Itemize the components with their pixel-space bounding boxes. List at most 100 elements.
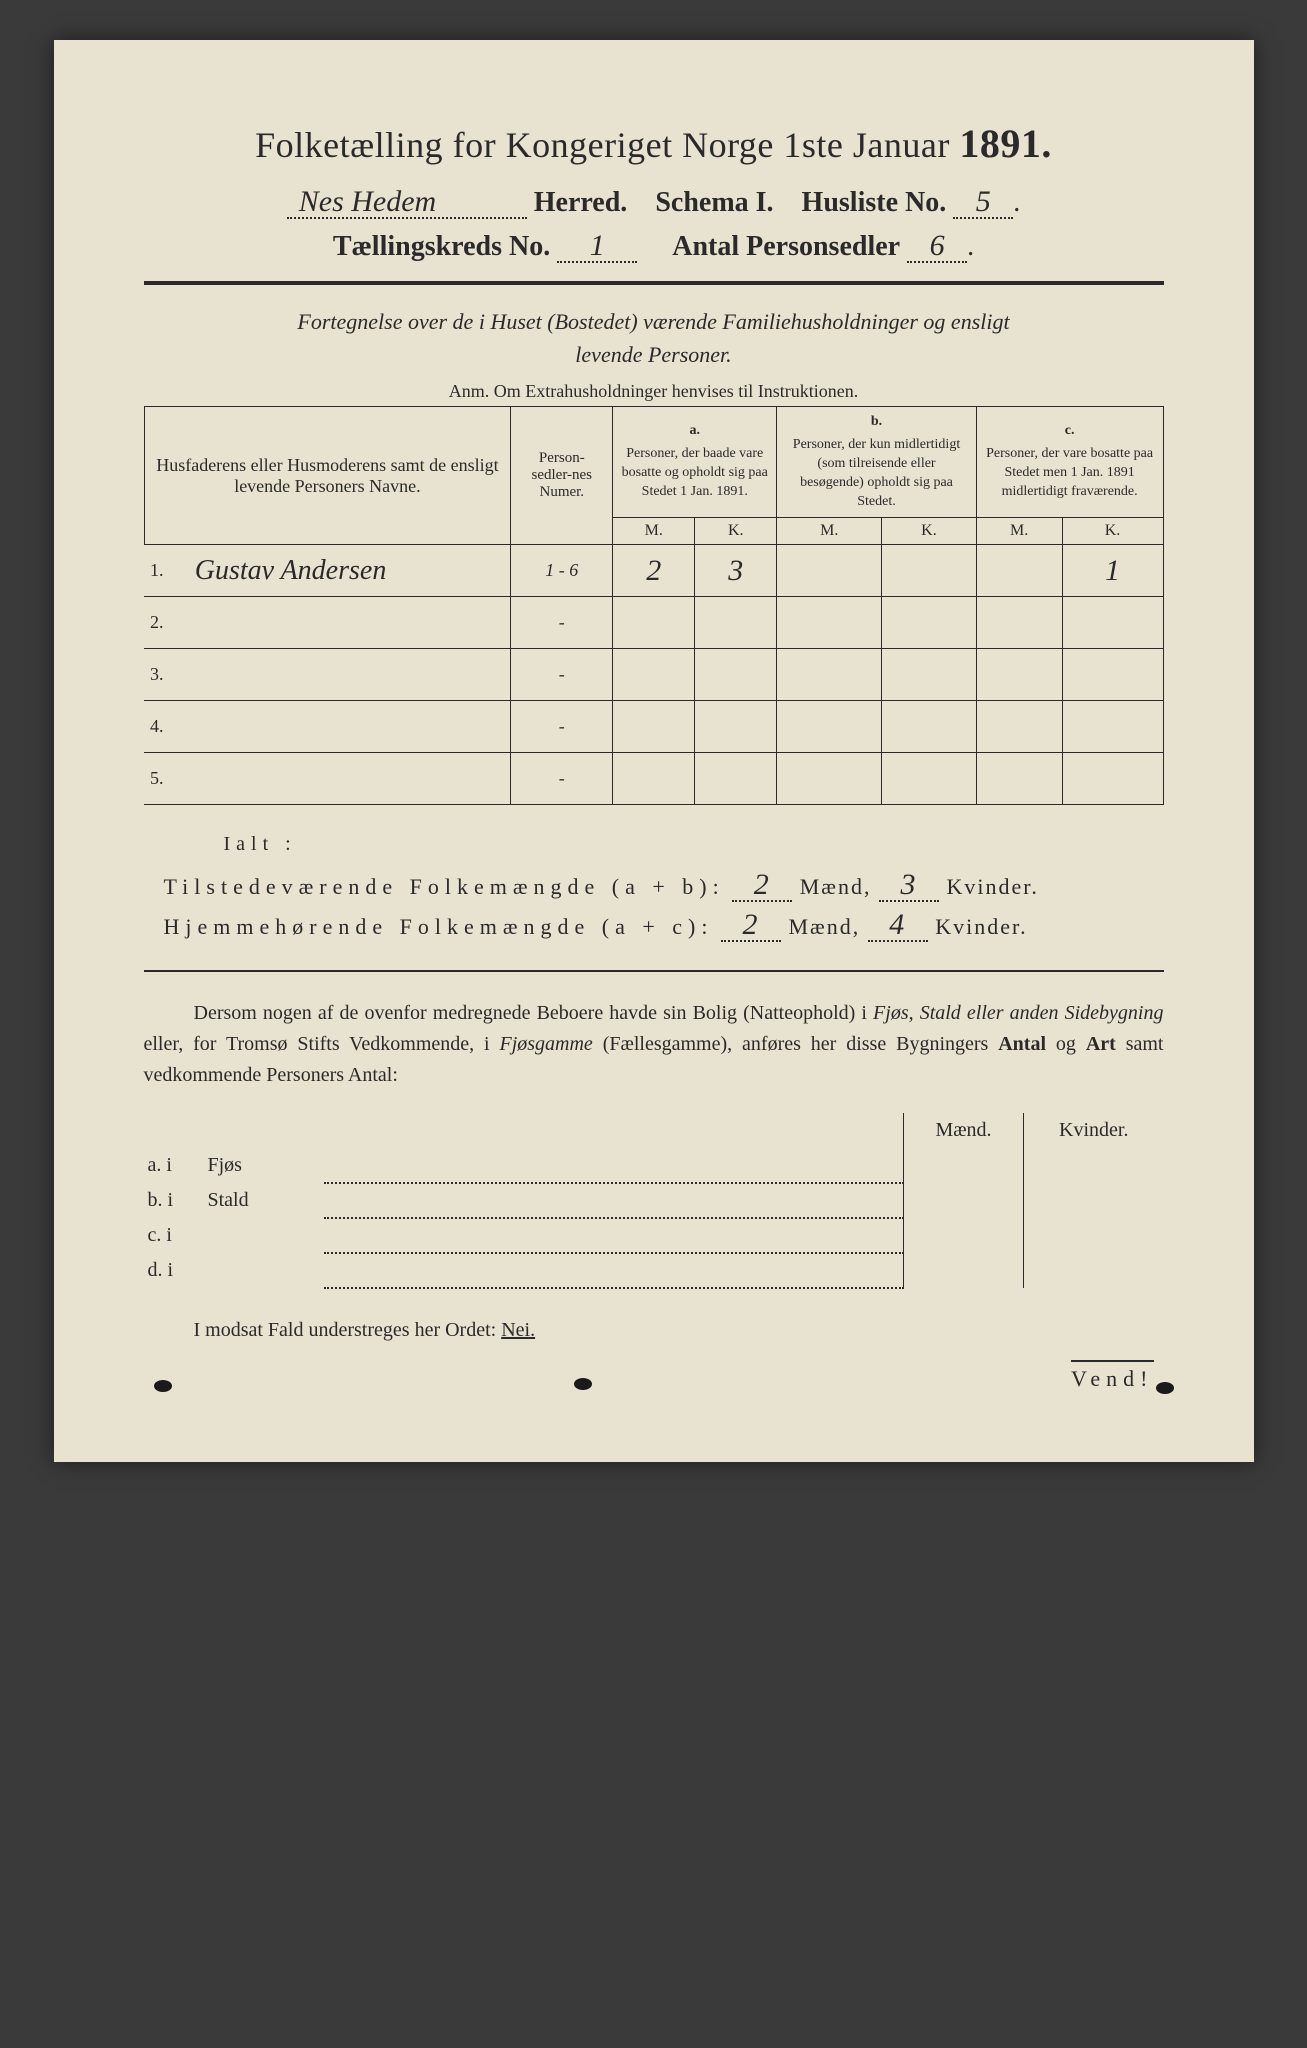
bldg-k [1024, 1253, 1164, 1288]
totals-r1-k: 3 [879, 870, 939, 902]
kvinder-label: Kvinder. [946, 874, 1038, 899]
person-name [185, 701, 511, 753]
c-k [1062, 701, 1163, 753]
bldg-m [904, 1218, 1024, 1253]
census-form-page: Folketælling for Kongeriget Norge 1ste J… [54, 40, 1254, 1462]
col-b-m: M. [777, 518, 882, 545]
dotted-line [324, 1253, 904, 1288]
totals-r2-k: 4 [868, 910, 928, 942]
bldg-kvinder-hdr: Kvinder. [1024, 1113, 1164, 1148]
table-row: 1.Gustav Andersen1 - 6231 [144, 545, 1163, 597]
bldg-label: c. i [144, 1218, 204, 1253]
a-k [695, 597, 777, 649]
a-k: 3 [695, 545, 777, 597]
bldg-kind: Stald [204, 1183, 324, 1218]
row-number: 4. [144, 701, 185, 753]
intro-text: Fortegnelse over de i Huset (Bostedet) v… [144, 305, 1164, 371]
table-row: 4.- [144, 701, 1163, 753]
c-m [976, 597, 1062, 649]
husliste-label: Husliste No. [802, 187, 947, 218]
a-m [613, 597, 695, 649]
header-line-3: Tællingskreds No. 1 Antal Personsedler 6… [144, 231, 1164, 263]
bldg-m [904, 1148, 1024, 1183]
vend-label: Vend! [1071, 1360, 1154, 1392]
kvinder-label-2: Kvinder. [935, 914, 1027, 939]
sedler-num: - [511, 753, 613, 805]
b-m [777, 597, 882, 649]
col-c-m: M. [976, 518, 1062, 545]
sedler-num: - [511, 597, 613, 649]
b-k [882, 545, 977, 597]
intro-line1: Fortegnelse over de i Huset (Bostedet) v… [297, 309, 1009, 334]
dotted-line [324, 1148, 904, 1183]
sedler-value: 6 [907, 231, 967, 263]
col-a-header: a. Personer, der baade vare bosatte og o… [613, 407, 777, 518]
divider [144, 281, 1164, 285]
c-m [976, 753, 1062, 805]
nei-word: Nei. [501, 1319, 535, 1341]
bldg-row: c. i [144, 1218, 1164, 1253]
c-m [976, 649, 1062, 701]
a-k [695, 701, 777, 753]
anm-text: Anm. Om Extrahusholdninger henvises til … [144, 381, 1164, 402]
b-m [777, 545, 882, 597]
person-name: Gustav Andersen [185, 545, 511, 597]
totals-r2-m: 2 [721, 910, 781, 942]
bldg-row: d. i [144, 1253, 1164, 1288]
ink-blot-icon [154, 1380, 172, 1392]
sedler-label: Antal Personsedler [672, 231, 900, 262]
kreds-label: Tællingskreds No. [333, 231, 550, 262]
row-number: 1. [144, 545, 185, 597]
dotted-line [324, 1183, 904, 1218]
c-k [1062, 753, 1163, 805]
table-row: 3.- [144, 649, 1163, 701]
bldg-k [1024, 1218, 1164, 1253]
bldg-row: a. iFjøs [144, 1148, 1164, 1183]
bldg-kind: Fjøs [204, 1148, 324, 1183]
col-name-header: Husfaderens eller Husmoderens samt de en… [144, 407, 511, 545]
totals-row-2: Hjemmehørende Folkemængde (a + c): 2 Mæn… [164, 910, 1164, 942]
person-name [185, 597, 511, 649]
maend-label: Mænd, [800, 874, 872, 899]
row-number: 3. [144, 649, 185, 701]
col-c-header: c. Personer, der vare bosatte paa Stedet… [976, 407, 1163, 518]
household-table: Husfaderens eller Husmoderens samt de en… [144, 406, 1164, 805]
maend-label-2: Mænd, [788, 914, 860, 939]
ialt-label: Ialt : [224, 833, 1164, 856]
herred-value: Nes Hedem [287, 187, 527, 219]
bldg-maend-hdr: Mænd. [904, 1113, 1024, 1148]
totals-r1-label: Tilstedeværende Folkemængde (a + b): [164, 874, 725, 899]
a-m [613, 701, 695, 753]
c-m [976, 701, 1062, 753]
husliste-value: 5 [953, 187, 1013, 219]
c-k: 1 [1062, 545, 1163, 597]
col-b-header: b. Personer, der kun midlertidigt (som t… [777, 407, 976, 518]
intro-line2: levende Personer. [575, 342, 731, 367]
bldg-k [1024, 1148, 1164, 1183]
herred-label: Herred. [534, 187, 628, 218]
ink-blot-icon [1156, 1382, 1174, 1394]
title-text: Folketælling for Kongeriget Norge 1ste J… [255, 125, 950, 165]
col-c-k: K. [1062, 518, 1163, 545]
title-year: 1891. [959, 121, 1052, 166]
bldg-m [904, 1253, 1024, 1288]
row-number: 2. [144, 597, 185, 649]
c-m [976, 545, 1062, 597]
bldg-label: b. i [144, 1183, 204, 1218]
dotted-line [324, 1218, 904, 1253]
person-name [185, 649, 511, 701]
c-k [1062, 649, 1163, 701]
a-k [695, 649, 777, 701]
col-a-m: M. [613, 518, 695, 545]
bldg-kind [204, 1218, 324, 1253]
table-row: 2. - [144, 597, 1163, 649]
bldg-kind [204, 1253, 324, 1288]
a-m [613, 649, 695, 701]
col-a-k: K. [695, 518, 777, 545]
kreds-value: 1 [557, 231, 637, 263]
a-m [613, 753, 695, 805]
page-title: Folketælling for Kongeriget Norge 1ste J… [144, 120, 1164, 167]
col-num-header: Person-sedler-nes Numer. [511, 407, 613, 545]
outbuilding-table: Mænd. Kvinder. a. iFjøsb. iStaldc. id. i [144, 1113, 1164, 1289]
b-m [777, 753, 882, 805]
